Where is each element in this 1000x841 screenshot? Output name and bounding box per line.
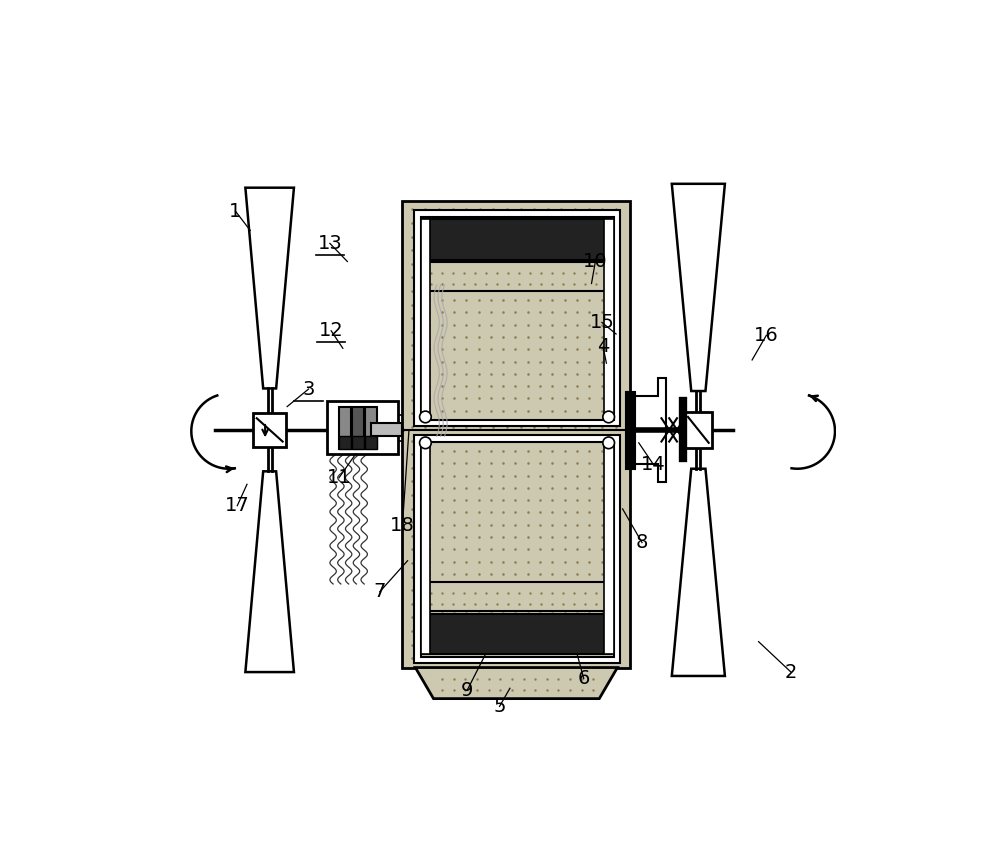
Bar: [371, 423, 402, 436]
Bar: [685, 412, 712, 448]
Bar: [421, 220, 430, 417]
Polygon shape: [415, 668, 617, 699]
Polygon shape: [672, 468, 725, 676]
Bar: [423, 614, 611, 654]
Bar: [604, 444, 614, 654]
Bar: [421, 444, 430, 654]
Text: 6: 6: [578, 669, 590, 688]
Bar: [414, 435, 620, 663]
Bar: [365, 406, 377, 449]
Text: 3: 3: [302, 379, 315, 399]
Text: 11: 11: [327, 468, 351, 487]
Bar: [423, 582, 611, 611]
Bar: [402, 201, 630, 668]
Text: 18: 18: [390, 516, 415, 535]
Text: 5: 5: [493, 697, 506, 716]
Bar: [327, 401, 398, 454]
Text: 17: 17: [225, 496, 250, 516]
Bar: [604, 220, 614, 417]
Text: 2: 2: [785, 663, 797, 681]
Circle shape: [603, 437, 614, 448]
Circle shape: [420, 411, 431, 423]
Text: 1: 1: [229, 202, 242, 220]
Bar: [339, 406, 351, 449]
Text: 8: 8: [636, 533, 648, 552]
Bar: [421, 217, 614, 420]
Circle shape: [420, 437, 431, 448]
Bar: [339, 436, 351, 449]
Bar: [253, 413, 286, 447]
Text: 12: 12: [319, 321, 344, 341]
Bar: [423, 262, 611, 291]
Text: 15: 15: [589, 313, 614, 332]
Bar: [414, 210, 620, 426]
Text: 16: 16: [754, 325, 779, 345]
Text: 4: 4: [597, 337, 609, 357]
Polygon shape: [672, 184, 725, 391]
Polygon shape: [245, 471, 294, 672]
Bar: [423, 220, 611, 260]
Text: 10: 10: [583, 252, 608, 271]
Bar: [421, 442, 614, 657]
Polygon shape: [245, 188, 294, 389]
Polygon shape: [634, 378, 666, 482]
Text: 9: 9: [461, 680, 473, 700]
Bar: [352, 436, 364, 449]
Text: 7: 7: [374, 582, 386, 601]
Text: 13: 13: [318, 234, 342, 253]
Bar: [365, 436, 377, 449]
Circle shape: [603, 411, 614, 423]
Bar: [352, 406, 364, 449]
Text: 14: 14: [641, 455, 666, 474]
